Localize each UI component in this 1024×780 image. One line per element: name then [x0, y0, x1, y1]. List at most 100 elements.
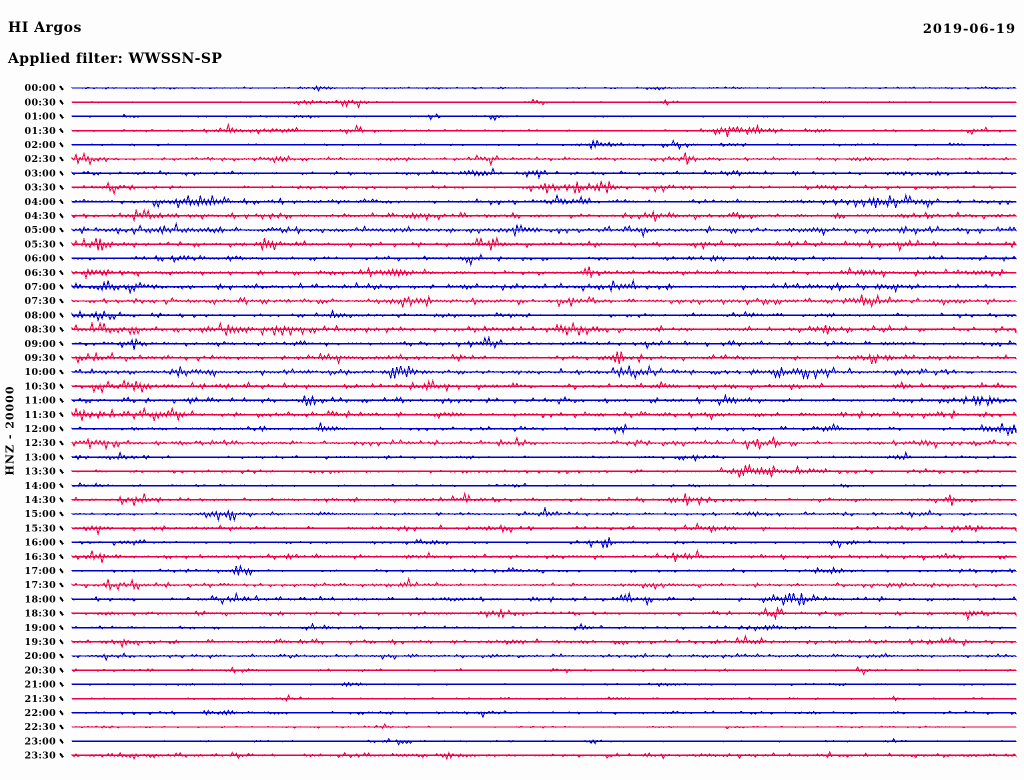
- axis-tick: [59, 681, 64, 688]
- axis-tick: [59, 397, 64, 403]
- time-tick-label: 02:30: [25, 154, 57, 165]
- axis-tick: [59, 582, 64, 588]
- time-tick-label: 14:00: [25, 481, 57, 492]
- time-tick-label: 02:00: [25, 140, 57, 151]
- axis-tick: [59, 426, 64, 432]
- axis-tick: [59, 312, 64, 318]
- time-tick-label: 13:30: [25, 467, 57, 478]
- time-tick-label: 05:00: [25, 225, 57, 236]
- axis-tick: [59, 298, 64, 304]
- axis-tick: [59, 610, 64, 617]
- axis-tick: [59, 270, 64, 276]
- time-tick-label: 21:30: [25, 694, 57, 705]
- time-tick-label: 10:30: [25, 381, 57, 392]
- time-tick-label: 03:30: [25, 183, 57, 194]
- time-tick-label: 18:30: [25, 609, 57, 620]
- time-tick-label: 22:00: [25, 708, 57, 719]
- axis-tick: [59, 198, 64, 205]
- axis-tick: [59, 383, 64, 389]
- applied-filter-label: Applied filter: WWSSN-SP: [8, 51, 223, 67]
- axis-tick: [59, 170, 64, 176]
- axis-tick: [59, 468, 64, 474]
- page-title: HI Argos: [8, 20, 82, 36]
- time-tick-label: 17:30: [25, 580, 57, 591]
- time-tick-label: 16:30: [25, 552, 57, 563]
- time-tick-label: 12:00: [25, 424, 57, 435]
- axis-tick: [59, 284, 64, 290]
- trace-line: [71, 98, 1017, 110]
- axis-tick: [59, 113, 64, 120]
- time-tick-label: 12:30: [25, 438, 57, 449]
- time-tick-label: 09:00: [25, 339, 57, 350]
- time-tick-label: 13:00: [25, 452, 57, 463]
- time-tick-label: 03:00: [25, 168, 57, 179]
- axis-tick: [59, 412, 64, 418]
- time-tick-label: 11:30: [25, 410, 57, 421]
- time-tick-label: 05:30: [25, 239, 57, 250]
- axis-tick: [59, 99, 64, 105]
- axis-tick: [59, 695, 64, 702]
- axis-tick: [59, 568, 64, 574]
- axis-tick: [59, 554, 64, 560]
- time-tick-label: 04:30: [25, 211, 57, 222]
- time-tick-label: 08:00: [25, 310, 57, 321]
- axis-tick: [59, 85, 64, 91]
- trace-line: [71, 576, 1017, 592]
- axis-tick: [59, 440, 64, 446]
- time-tick-label: 09:30: [25, 353, 57, 364]
- axis-tick: [59, 639, 64, 645]
- trace-line: [71, 253, 1017, 267]
- axis-tick: [59, 525, 64, 531]
- trace-line: [71, 522, 1017, 537]
- time-tick-label: 01:30: [25, 126, 57, 137]
- time-tick-label: 00:00: [25, 83, 57, 94]
- time-tick-label: 15:30: [25, 523, 57, 534]
- time-tick-label: 06:00: [25, 254, 57, 265]
- time-tick-label: 01:00: [25, 112, 57, 123]
- axis-tick: [59, 241, 64, 247]
- time-tick-label: 18:00: [25, 594, 57, 605]
- axis-tick: [59, 539, 64, 545]
- axis-tick: [59, 667, 64, 673]
- axis-tick: [59, 127, 64, 134]
- axis-tick: [59, 511, 64, 517]
- helicorder-plot: 00:00 00:30 01:00 01:30 02:00 02:30 03:00 03:30…: [0, 80, 1024, 774]
- axis-tick: [59, 710, 64, 716]
- time-tick-label: 19:00: [25, 623, 57, 634]
- axis-tick: [59, 653, 64, 659]
- axis-tick: [59, 227, 64, 233]
- time-tick-label: 20:00: [25, 651, 57, 662]
- time-tick-label: 14:30: [25, 495, 57, 506]
- axis-tick: [59, 213, 64, 219]
- time-tick-label: 10:00: [25, 367, 57, 378]
- time-tick-label: 19:30: [25, 637, 57, 648]
- trace-line: [71, 709, 1017, 719]
- time-tick-label: 11:00: [25, 396, 57, 407]
- axis-tick: [59, 738, 64, 744]
- time-tick-label: 16:00: [25, 538, 57, 549]
- axis-tick: [59, 369, 64, 375]
- axis-tick: [59, 724, 64, 730]
- axis-tick: [59, 497, 64, 503]
- axis-tick: [59, 483, 64, 489]
- axis-tick: [59, 326, 64, 332]
- axis-tick: [59, 341, 64, 347]
- record-date: 2019-06-19: [922, 22, 1016, 37]
- time-tick-label: 07:00: [25, 282, 57, 293]
- time-tick-label: 06:30: [25, 268, 57, 279]
- time-tick-label: 22:30: [25, 722, 57, 733]
- time-tick-label: 04:00: [25, 197, 57, 208]
- time-tick-label: 00:30: [25, 97, 57, 108]
- axis-tick: [59, 142, 64, 148]
- time-tick-label: 15:00: [25, 509, 57, 520]
- axis-tick: [59, 624, 64, 631]
- axis-tick: [59, 752, 64, 759]
- time-tick-label: 21:00: [25, 680, 57, 691]
- axis-tick: [59, 596, 64, 602]
- time-tick-label: 23:30: [25, 751, 57, 762]
- time-tick-label: 23:00: [25, 736, 57, 747]
- axis-tick: [59, 454, 64, 460]
- time-tick-label: 07:30: [25, 296, 57, 307]
- axis-tick: [59, 184, 64, 191]
